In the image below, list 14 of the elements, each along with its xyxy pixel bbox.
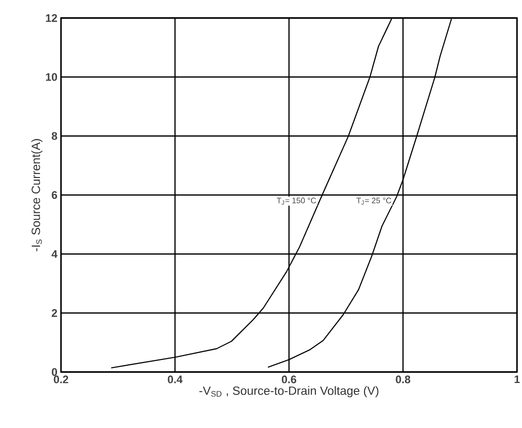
y-tick-label: 4 <box>52 250 58 258</box>
x-tick-label: 1 <box>514 376 520 384</box>
y-axis-title: -I$_{S}$ Source Current(A) <box>31 139 42 252</box>
x-tick-label: 0.4 <box>168 376 183 384</box>
y-tick-label: 12 <box>46 14 58 22</box>
y-tick-label: 2 <box>52 309 58 317</box>
y-tick-label: 10 <box>46 73 58 81</box>
x-axis-title: -V$_{SD}$ , Source-to-Drain Voltage (V) <box>199 386 378 398</box>
x-tick-label: 0.8 <box>396 376 410 384</box>
x-tick-label: 0.2 <box>54 376 68 384</box>
y-tick-label: 6 <box>52 191 58 199</box>
x-tick-label: 0.6 <box>282 376 296 384</box>
y-tick-label: 8 <box>52 132 58 140</box>
y-tick-label: 0 <box>52 368 58 376</box>
